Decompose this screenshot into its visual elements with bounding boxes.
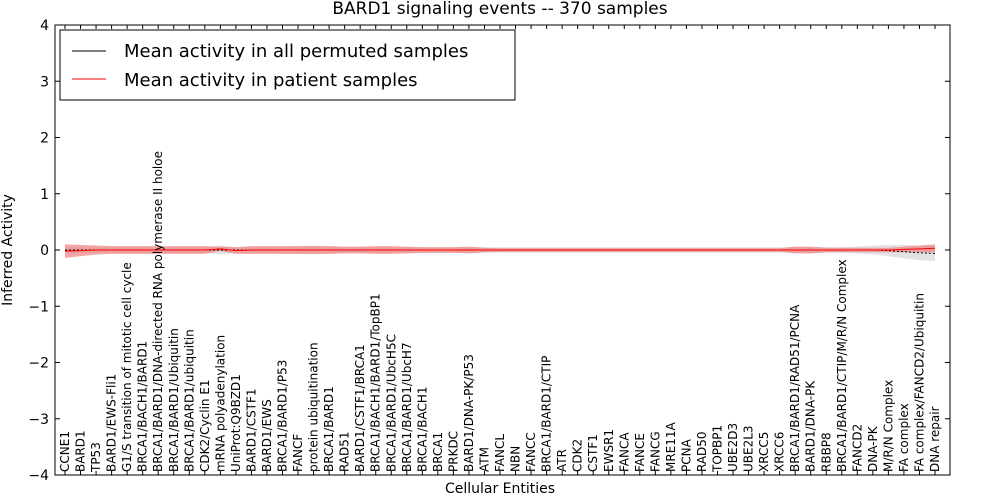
x-tick-label: M/R/N Complex [881,380,895,472]
y-tick-label: −4 [28,468,49,484]
x-tick-label: FA complex/FANCD2/Ubiquitin [912,293,926,472]
x-tick-label: FANCF [291,434,305,472]
x-tick-label: PCNA [679,438,693,472]
x-tick-label: BRCA1/BARD1/RAD51/PCNA [788,304,802,472]
y-tick-label: 3 [40,74,49,90]
x-tick-label: RBBP8 [819,432,833,472]
x-tick-label: MRE11A [664,421,678,472]
x-tick-label: TP53 [89,442,103,473]
x-tick-label: BRCA1/BARD1/Ubiquitin [167,328,181,472]
y-tick-label: −1 [28,299,49,315]
y-tick-label: 4 [40,18,49,34]
legend-label-permuted: Mean activity in all permuted samples [124,41,468,62]
x-axis: CCNE1 BARD1 TP53 BARD1/EWS-Fli1 G1/S transit… [58,25,942,475]
x-tick-label: FANCG [648,431,662,472]
legend-box [59,29,516,101]
x-tick-label: FANCA [617,432,631,472]
x-tick-label: BARD1/EWS [260,399,274,472]
confidence-bands [65,244,935,262]
y-axis-label: Inferred Activity [0,194,16,306]
x-tick-label: mRNA polyadenylation [213,335,227,472]
x-tick-label: RAD51 [338,431,352,472]
x-tick-label: BRCA1 [431,432,445,472]
x-tick-label: BRCA1/BARD1/CTIP/M/R/N Complex [835,259,849,472]
x-tick-label: TOPBP1 [711,425,725,473]
y-tick-label: 1 [40,187,49,203]
x-tick-label: UBE2D3 [726,423,740,472]
x-tick-label: BRCA1/BARD1/ubiquitin [182,329,196,472]
x-tick-label: G1/S transition of mitotic cell cycle [120,262,134,472]
x-tick-label: EWSR1 [602,429,616,472]
x-tick-label: BRCA1/BARD1 [322,386,336,472]
x-tick-label: BARD1/CSTF1/BRCA1 [353,344,367,472]
x-axis-label: Cellular Entities [445,481,555,497]
y-tick-label: 2 [40,131,49,147]
x-tick-label: DNA repair [928,406,942,472]
y-tick-label: −3 [28,412,49,428]
x-tick-label: BRCA1/BACH1 [415,386,429,472]
x-tick-label: CCNE1 [58,431,72,472]
x-tick-label: NBN [509,446,523,472]
x-tick-label: BRCA1/BARD1/CTIP [540,356,554,472]
y-tick-label: 0 [40,243,49,259]
x-tick-label: CDK2/Cyclin E1 [198,379,212,472]
x-tick-label: BARD1/EWS-Fli1 [105,374,119,472]
x-tick-label: BRCA1/BARD1/P53 [276,360,290,472]
x-tick-label: FA complex [897,403,911,472]
y-tick-label: −2 [28,356,49,372]
x-tick-label: XRCC5 [757,432,771,472]
x-tick-label: CDK2 [571,439,585,472]
x-tick-label: PRKDC [446,431,460,472]
x-tick-label: BARD1 [74,430,88,472]
x-tick-label: UniProt:Q9BZD1 [229,374,243,472]
x-tick-label: ATM [477,447,491,472]
x-tick-label: ATR [555,449,569,472]
x-tick-label: FANCD2 [850,424,864,472]
legend-label-patient: Mean activity in patient samples [124,70,418,91]
x-tick-label: RAD50 [695,431,709,472]
x-tick-label: XRCC6 [773,432,787,472]
x-tick-label: CSTF1 [586,434,600,472]
series-lines [64,247,936,254]
legend: Mean activity in all permuted samples Me… [59,29,516,101]
x-tick-label: BARD1/DNA-PK/P53 [462,354,476,472]
x-tick-label: protein ubiquitination [307,342,321,472]
chart-title: BARD1 signaling events -- 370 samples [332,0,667,19]
x-tick-label: BRCA1/BARD1/UbcH5C [384,334,398,472]
x-tick-label: BRCA1/BACH1/BARD1 [136,341,150,472]
x-tick-label: BRCA1/BACH1/BARD1/TopBP1 [369,293,383,472]
x-tick-label: FANCE [633,433,647,472]
x-tick-label: BARD1/DNA-PK [804,380,818,472]
x-tick-label: BRCA1/BARD1/UbcH7 [400,342,414,472]
x-tick-label: BRCA1/BARD1/DNA-directed RNA polymerase … [151,151,165,472]
x-tick-label: FANCL [493,434,507,472]
band-series-1 [65,244,935,258]
y-axis: −4 −3 −2 −1 0 1 2 3 4 [28,18,950,484]
x-tick-label: DNA-PK [866,425,880,472]
x-tick-label: UBE2L3 [742,425,756,472]
x-tick-label: BARD1/CSTF1 [244,388,258,472]
x-tick-label: FANCC [524,432,538,472]
